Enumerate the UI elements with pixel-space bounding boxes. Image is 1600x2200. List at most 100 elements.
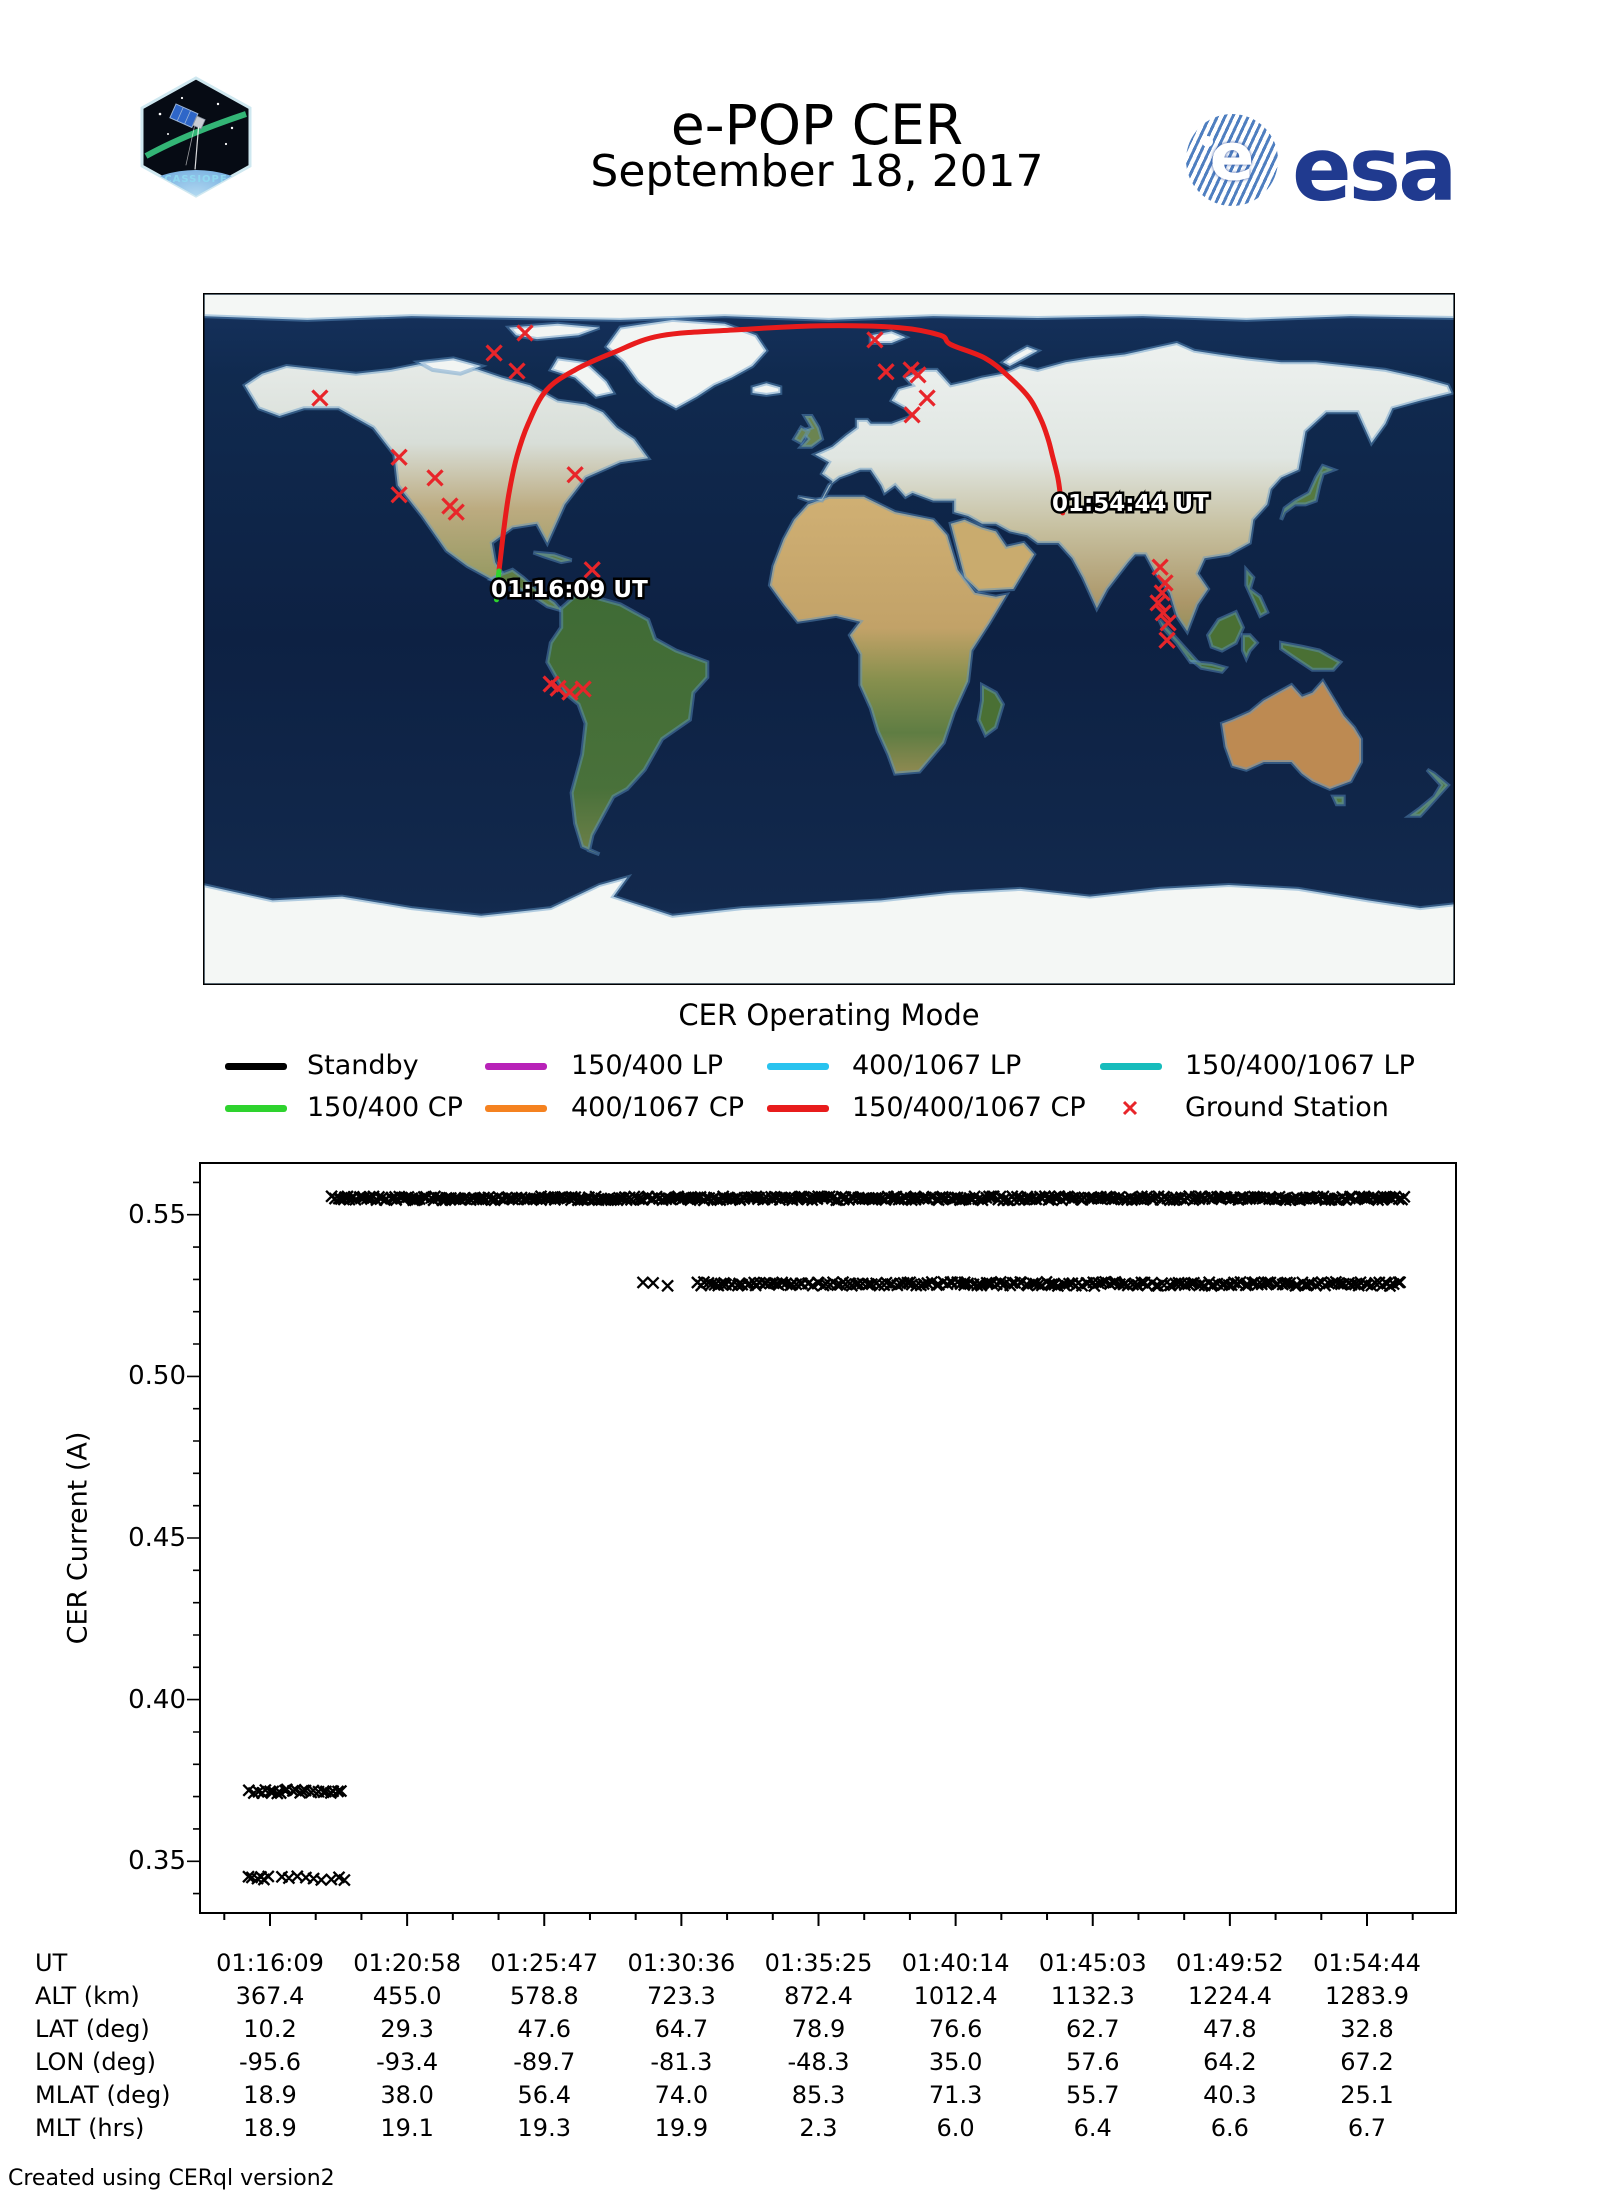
landmass [1330, 794, 1346, 807]
ground-station-marker [508, 362, 526, 380]
table-cell: 723.3 [647, 1982, 716, 2010]
scatter-band [325, 1189, 1411, 1207]
landmass [1240, 633, 1260, 664]
landmass [797, 340, 1455, 636]
satellite-track-150-400-cp [494, 568, 502, 603]
ground-station-marker [561, 683, 579, 701]
landmass [203, 873, 1455, 985]
table-cell: 10.2 [243, 2015, 297, 2043]
landmass [791, 424, 811, 446]
table-cell: 47.8 [1203, 2015, 1257, 2043]
landmass [486, 567, 568, 614]
legend-item-label: 150/400 CP [307, 1092, 463, 1123]
landmass [532, 550, 573, 565]
ground-station-marker [1151, 558, 1169, 576]
table-row-label: MLAT (deg) [35, 2081, 171, 2109]
table-cell: 57.6 [1066, 2048, 1120, 2076]
ground-station-marker [903, 406, 921, 424]
table-cell: 6.6 [1210, 2114, 1249, 2142]
table-cell: 01:16:09 [216, 1949, 324, 1977]
ground-station-marker [516, 324, 534, 342]
ground-station-marker [1158, 631, 1176, 649]
landmass [767, 494, 1011, 776]
legend-item-label: 150/400/1067 CP [852, 1092, 1086, 1123]
legend-title: CER Operating Mode [678, 998, 980, 1032]
table-cell: -95.6 [238, 2048, 302, 2076]
table-cell: 76.6 [928, 2015, 983, 2043]
legend-line-swatch [1100, 1063, 1162, 1070]
ground-station-marker [390, 448, 408, 466]
table-cell: 367.4 [235, 1982, 305, 2010]
landmass [1205, 609, 1246, 653]
ground-station-marker [390, 486, 408, 504]
table-cell: 19.3 [517, 2114, 571, 2142]
legend-item-label: Ground Station [1185, 1092, 1389, 1123]
legend-line-swatch [767, 1105, 829, 1112]
table-cell: 01:49:52 [1175, 1949, 1284, 1977]
plot-frame [199, 1162, 1457, 1914]
y-axis-label: CER Current (A) [62, 1431, 94, 1645]
ground-station-marker [583, 561, 601, 579]
esa-globe-letter: e [1209, 118, 1255, 196]
table-cell: 29.3 [380, 2015, 434, 2043]
ground-station-marker [877, 363, 895, 381]
table-cell: 47.6 [517, 2015, 571, 2043]
ground-track-map: 01:16:09 UT 01:54:44 UT [203, 293, 1455, 985]
ground-station-marker [866, 331, 884, 349]
table-cell: 40.3 [1203, 2081, 1257, 2109]
landmass [1187, 659, 1230, 674]
ground-station-marker [1154, 604, 1172, 622]
landmass [750, 381, 783, 397]
landmass [1279, 463, 1340, 521]
table-cell: 6.0 [936, 2114, 975, 2142]
table-cell: 85.3 [791, 2081, 846, 2109]
table-cell: 78.9 [791, 2015, 846, 2043]
landmass [999, 344, 1043, 369]
table-cell: 19.1 [380, 2114, 434, 2142]
legend-line-swatch [767, 1063, 829, 1070]
y-axis-ticks [187, 1181, 200, 1895]
table-cell: 01:54:44 [1313, 1949, 1421, 1977]
page-date: September 18, 2017 [590, 146, 1044, 197]
table-cell: 2.3 [799, 2114, 838, 2142]
table-cell: 62.7 [1066, 2015, 1120, 2043]
legend-line-swatch [485, 1105, 547, 1112]
table-cell: 18.9 [243, 2081, 297, 2109]
table-cell: 578.8 [509, 1982, 579, 2010]
landmass [1219, 677, 1364, 792]
table-cell: 1012.4 [913, 1982, 998, 2010]
patch-name-text: CASSIOPE [164, 174, 227, 185]
table-cell: 6.7 [1347, 2114, 1387, 2142]
x-axis-ticks [223, 1913, 1414, 1926]
landmass [412, 356, 488, 376]
table-cell: 1132.3 [1050, 1982, 1135, 2010]
ground-station-x-icon [1122, 1100, 1138, 1116]
table-cell: -93.4 [376, 2048, 439, 2076]
ground-station-marker [574, 680, 592, 698]
table-cell: 872.4 [784, 1982, 853, 2010]
satellite-icon [169, 103, 206, 170]
table-cell: 64.2 [1203, 2048, 1257, 2076]
legend-line-swatch [225, 1105, 287, 1112]
table-cell: 35.0 [928, 2048, 983, 2076]
legend-item-label: 150/400/1067 LP [1185, 1050, 1415, 1081]
track-start-time-label: 01:16:09 UT [491, 577, 648, 603]
y-tick-label: 0.55 [128, 1199, 186, 1230]
table-cell: 25.1 [1340, 2081, 1394, 2109]
legend-line-swatch [225, 1063, 287, 1070]
table-cell: 1224.4 [1187, 1982, 1272, 2010]
legend-item-label: 150/400 LP [571, 1050, 724, 1081]
legend-item-label: 400/1067 LP [852, 1050, 1022, 1081]
ground-station-legend-icon [1120, 1098, 1140, 1118]
table-row-label: ALT (km) [35, 1982, 140, 2010]
table-cell: -89.7 [513, 2048, 576, 2076]
table-cell: 01:20:58 [353, 1949, 462, 1977]
ground-station-marker [1149, 594, 1167, 612]
ground-station-marker [566, 466, 584, 484]
satellite-track-150-400-1067-cp [496, 323, 1066, 574]
y-tick-label: 0.45 [128, 1523, 186, 1553]
table-cell: -81.3 [650, 2048, 713, 2076]
ground-station-marker [549, 679, 567, 697]
ground-station-marker [485, 344, 503, 362]
